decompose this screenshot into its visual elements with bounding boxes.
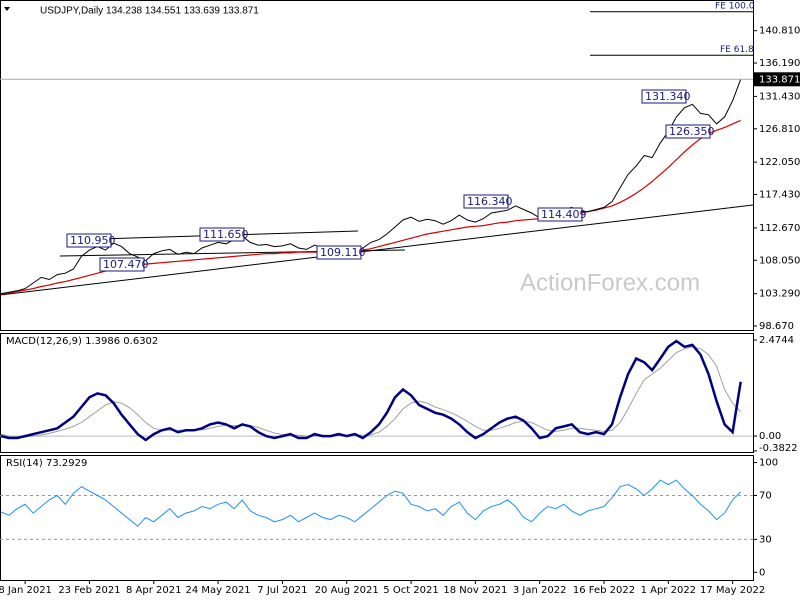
y-tick-label: 108.050 [759,255,800,266]
y-tick-label: 140.810 [759,26,800,37]
y-tick-label: 0.00 [759,431,781,442]
x-tick-label: 1 Apr 2022 [641,585,696,596]
y-tick-label: 126.810 [759,124,800,135]
annotation-label: 109.110 [320,246,366,259]
chart-title: USDJPY,Daily 134.238 134.551 133.639 133… [40,6,259,17]
x-tick-label: 3 Jan 2022 [513,585,567,596]
rsi-panel [0,455,754,581]
x-tick-label: 20 Aug 2021 [315,585,379,596]
rsi-title: RSI(14) 73.2929 [6,458,87,469]
annotation-label: 114.409 [541,208,587,221]
annotation-label: 116.340 [467,195,513,208]
annotation-label: 107.470 [103,258,149,271]
annotation-label: 111.650 [203,228,249,241]
fe-label: FE 61.8 [720,45,754,55]
series-line [0,346,742,438]
x-tick-label: 8 Apr 2021 [126,585,181,596]
x-tick-label: 17 May 2022 [700,585,765,596]
annotation-label: 131.340 [645,90,691,103]
y-tick-label: 122.050 [759,157,800,168]
y-tick-label: -0.3822 [759,443,798,454]
y-tick-label: 117.430 [759,190,800,201]
current-price-box [754,72,800,87]
x-tick-label: 16 Feb 2022 [573,585,635,596]
x-tick-label: 7 Jul 2021 [257,585,307,596]
series-line [0,79,742,295]
x-tick-label: 18 Nov 2021 [443,585,507,596]
x-tick-label: 8 Jan 2021 [0,585,52,596]
y-tick-label: 70 [759,491,772,502]
y-tick-label: 100 [759,458,778,469]
y-tick-label: 136.190 [759,58,800,69]
macd-panel [0,333,754,453]
annotation-box [665,124,711,139]
fe-label: FE 100.0 [715,1,755,11]
annotation-label: 126.350 [669,125,715,138]
x-tick-label: 5 Oct 2021 [383,585,438,596]
annotation-box [66,233,112,248]
annotation-box [537,207,583,222]
annotation-box [641,89,687,104]
series-line [0,339,742,442]
annotation-box [316,245,362,260]
y-tick-label: 98.670 [759,321,794,332]
y-tick-label: 103.290 [759,289,800,300]
y-tick-label: 0 [759,567,765,578]
y-tick-label: 2.4744 [759,335,794,346]
macd-title: MACD(12,26,9) 1.3986 0.6302 [6,336,158,347]
annotation-label: 110.950 [70,234,116,247]
series-line [0,479,742,527]
y-tick-label: 112.670 [759,223,800,234]
price-panel [0,0,754,331]
x-tick-label: 23 Feb 2021 [58,585,120,596]
annotation-box [463,194,509,209]
annotation-box [99,257,145,272]
y-tick-label: 30 [759,534,772,545]
watermark: ActionForex.com [520,269,700,296]
title-arrow [4,7,10,11]
y-tick-label: 131.430 [759,91,800,102]
annotation-box [199,227,245,242]
current-price-label: 133.871 [759,74,800,85]
x-tick-label: 24 May 2021 [185,585,250,596]
